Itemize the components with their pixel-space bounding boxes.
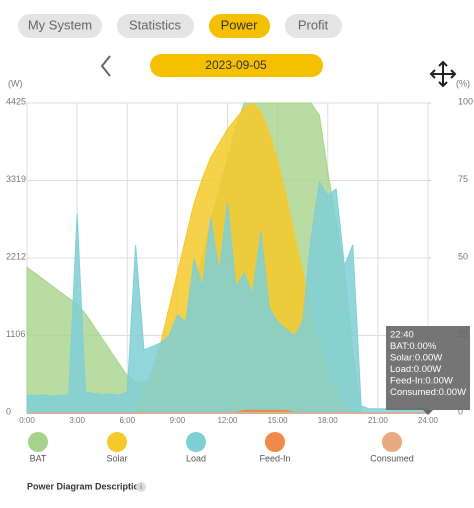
legend-marker[interactable]: [186, 432, 206, 452]
tab[interactable]: [285, 14, 342, 38]
y-tick-label: 4425: [6, 96, 26, 106]
tooltip-box: [386, 326, 470, 410]
date-picker[interactable]: [150, 54, 323, 77]
y-tick-label: 2212: [6, 251, 26, 261]
y-tick-label: 3319: [6, 174, 26, 184]
series-area: [26, 180, 429, 414]
tab-label: Power: [221, 17, 259, 32]
tab-label: Statistics: [129, 17, 182, 32]
y-unit: (W): [8, 78, 23, 88]
info-icon[interactable]: [136, 482, 146, 492]
x-tick-label: 3:00: [69, 416, 85, 425]
y2-tick-label: 0: [458, 406, 463, 416]
legend-label: Feed-In: [259, 453, 290, 463]
tooltip-line: Feed-In:0.00W: [390, 376, 453, 387]
y-tick-label: 1106: [6, 329, 25, 339]
legend-marker[interactable]: [28, 432, 48, 452]
plot: 0110622123319442502550751000:003:006:009…: [6, 96, 473, 425]
tooltip-line: BAT:0.00%: [390, 341, 437, 352]
tooltip-line: Load:0.00W: [390, 364, 441, 375]
info-icon-text: i: [140, 484, 142, 491]
legend-marker[interactable]: [265, 432, 285, 452]
tooltip-line: Consumed:0.00W: [390, 387, 466, 398]
legend: BAT Solar Load Feed-In Consumed: [28, 432, 414, 463]
tab-label: My System: [28, 17, 92, 32]
y-tick-label: 0: [6, 406, 11, 416]
x-tick-label: 6:00: [119, 416, 135, 425]
tab[interactable]: [117, 14, 194, 38]
legend-label: BAT: [30, 453, 47, 463]
legend-label: Load: [186, 453, 206, 463]
legend-label: Solar: [106, 453, 127, 463]
x-tick-label: 9:00: [170, 416, 186, 425]
tab[interactable]: [18, 14, 102, 38]
x-tick-label: 18:00: [318, 416, 339, 425]
legend-marker[interactable]: [107, 432, 127, 452]
date-label: 2023-09-05: [205, 58, 267, 72]
expand-icon[interactable]: [429, 60, 457, 88]
tab-bar: My System Statistics Power Profit: [18, 14, 342, 38]
legend-label: Consumed: [370, 453, 414, 463]
y2-tick-label: 100: [458, 96, 473, 106]
x-tick-label: 15:00: [268, 416, 289, 425]
y2-unit: (%): [456, 78, 470, 88]
footer-title: Power Diagram Description: [27, 481, 145, 491]
x-tick-label: 21:00: [368, 416, 389, 425]
x-tick-label: 24:00: [418, 416, 439, 425]
tooltip-line: Solar:0.00W: [390, 353, 442, 364]
tooltip-pointer: [423, 410, 433, 415]
y2-tick-label: 75: [458, 174, 468, 184]
legend-marker[interactable]: [382, 432, 402, 452]
x-tick-label: 0:00: [19, 416, 35, 425]
tooltip-line: 22:40: [390, 330, 414, 341]
y2-tick-label: 50: [458, 251, 468, 261]
x-tick-label: 12:00: [217, 416, 238, 425]
tab-label: Profit: [298, 17, 329, 32]
tooltip: 22:40BAT:0.00%Solar:0.00WLoad:0.00WFeed-…: [386, 326, 470, 415]
tab-active[interactable]: [209, 14, 270, 38]
prev-button[interactable]: [100, 55, 111, 77]
